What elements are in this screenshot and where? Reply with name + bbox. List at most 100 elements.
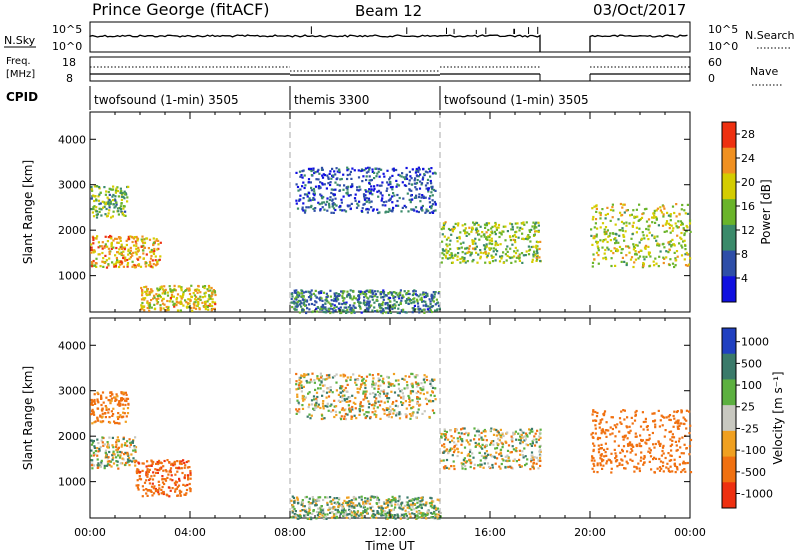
- range-cell: [101, 412, 104, 415]
- range-cell: [459, 257, 462, 260]
- range-cell: [130, 460, 134, 463]
- range-cell: [105, 455, 108, 458]
- range-cell: [206, 300, 209, 303]
- range-cell: [608, 459, 611, 462]
- range-cell: [332, 310, 335, 313]
- range-cell: [327, 308, 331, 311]
- range-cell: [329, 500, 332, 503]
- range-cell: [429, 205, 432, 208]
- range-cell: [522, 431, 525, 434]
- range-cell: [315, 401, 318, 404]
- range-cell: [317, 187, 320, 190]
- range-cell: [674, 464, 677, 467]
- range-cell: [382, 389, 386, 392]
- range-cell: [471, 227, 474, 230]
- range-cell: [148, 468, 151, 471]
- range-cell: [463, 259, 466, 262]
- range-cell: [176, 460, 179, 463]
- range-cell: [458, 235, 461, 239]
- range-cell: [611, 206, 614, 209]
- range-cell: [92, 194, 95, 197]
- range-cell: [505, 248, 508, 251]
- range-cell: [511, 445, 514, 448]
- range-cell: [629, 214, 632, 217]
- range-cell: [415, 514, 418, 517]
- range-cell: [485, 439, 488, 442]
- range-cell: [502, 459, 505, 462]
- range-cell: [613, 247, 616, 250]
- range-cell: [391, 307, 394, 311]
- range-cell: [183, 476, 186, 479]
- range-cell: [535, 244, 538, 247]
- range-cell: [98, 245, 102, 248]
- range-cell: [298, 299, 301, 302]
- range-cell: [343, 499, 346, 502]
- range-cell: [114, 396, 117, 399]
- range-cell: [510, 435, 513, 438]
- range-cell: [401, 377, 404, 380]
- range-cell: [394, 506, 397, 509]
- range-cell: [340, 387, 343, 390]
- range-cell: [112, 193, 115, 197]
- range-cell: [413, 297, 416, 300]
- range-cell: [199, 291, 202, 294]
- range-cell: [120, 260, 123, 263]
- range-cell: [179, 494, 182, 497]
- range-cell: [458, 247, 461, 250]
- range-cell: [130, 252, 133, 255]
- range-cell: [590, 234, 593, 237]
- range-cell: [411, 386, 414, 389]
- range-cell: [426, 294, 429, 297]
- range-cell: [117, 401, 121, 404]
- range-cell: [101, 436, 104, 439]
- range-cell: [203, 292, 206, 295]
- range-cell: [637, 257, 640, 260]
- range-cell: [416, 179, 419, 182]
- range-cell: [473, 427, 476, 430]
- range-cell: [444, 465, 447, 468]
- range-cell: [111, 261, 114, 264]
- range-cell: [117, 454, 120, 457]
- range-cell: [162, 465, 165, 468]
- range-cell: [681, 462, 685, 465]
- range-cell: [684, 212, 687, 215]
- range-cell: [329, 295, 332, 298]
- range-cell: [359, 512, 363, 515]
- range-cell: [684, 470, 687, 473]
- range-cell: [468, 245, 471, 248]
- range-cell: [369, 291, 373, 294]
- range-cell: [147, 470, 150, 473]
- range-cell: [380, 306, 383, 310]
- range-cell: [318, 297, 321, 300]
- range-cell: [176, 485, 179, 489]
- range-cell: [505, 259, 508, 262]
- range-cell: [122, 415, 125, 418]
- range-cell: [149, 477, 152, 480]
- range-cell: [139, 265, 143, 268]
- range-cell: [477, 430, 480, 433]
- range-cell: [491, 256, 494, 259]
- range-cell: [645, 207, 648, 210]
- range-cell: [458, 435, 462, 438]
- range-cell: [593, 205, 596, 208]
- range-cell: [489, 429, 492, 432]
- range-cell: [423, 381, 426, 384]
- range-cell: [292, 505, 295, 508]
- range-cell: [370, 495, 373, 498]
- range-cell: [609, 426, 612, 429]
- nave-tick-bottom: 0: [708, 72, 715, 85]
- range-cell: [135, 484, 138, 487]
- range-cell: [334, 508, 337, 511]
- range-cell: [668, 459, 671, 462]
- range-cell: [100, 397, 103, 400]
- range-cell: [314, 185, 318, 188]
- range-cell: [315, 296, 318, 299]
- range-cell: [110, 465, 113, 468]
- range-cell: [322, 306, 325, 309]
- range-cell: [309, 291, 312, 294]
- range-cell: [643, 456, 646, 459]
- range-cell: [301, 308, 304, 311]
- range-cell: [629, 444, 632, 447]
- range-cell: [374, 382, 377, 385]
- range-cell: [460, 443, 463, 446]
